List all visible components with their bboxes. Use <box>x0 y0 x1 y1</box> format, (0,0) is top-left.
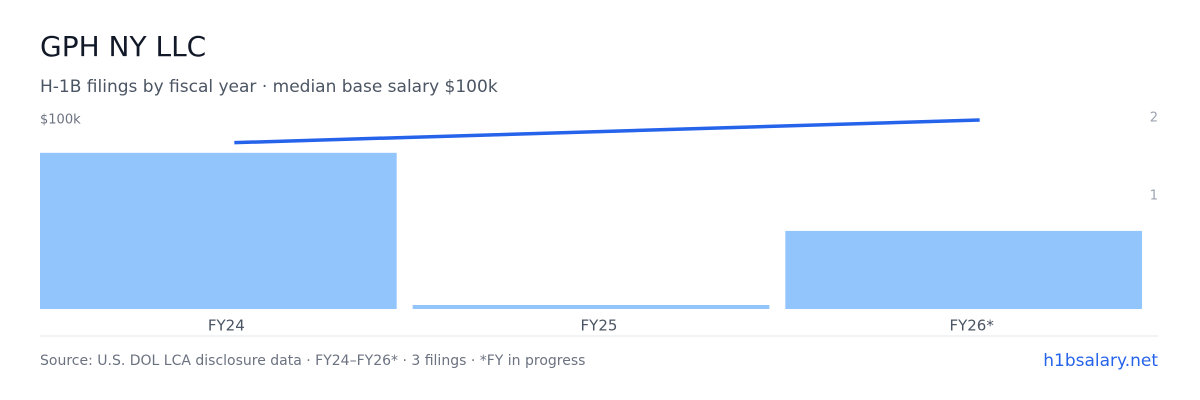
x-tick-label: FY24 <box>208 317 245 335</box>
x-tick-label: FY25 <box>581 317 618 335</box>
bar <box>412 305 770 309</box>
bar <box>785 230 1142 309</box>
bar <box>40 152 397 309</box>
x-tick-label: FY26* <box>949 317 994 335</box>
y2-tick-label: 2 <box>1150 110 1158 125</box>
brand-link[interactable]: h1bsalary.net <box>1043 351 1158 371</box>
source-note: Source: U.S. DOL LCA disclosure data · F… <box>40 353 585 369</box>
y-tick-label: $100k <box>40 113 81 128</box>
salary-line <box>234 118 980 145</box>
y2-tick-label: 1 <box>1150 188 1158 203</box>
chart-subtitle: H-1B filings by fiscal year · median bas… <box>40 77 498 97</box>
chart-title: GPH NY LLC <box>40 30 206 63</box>
